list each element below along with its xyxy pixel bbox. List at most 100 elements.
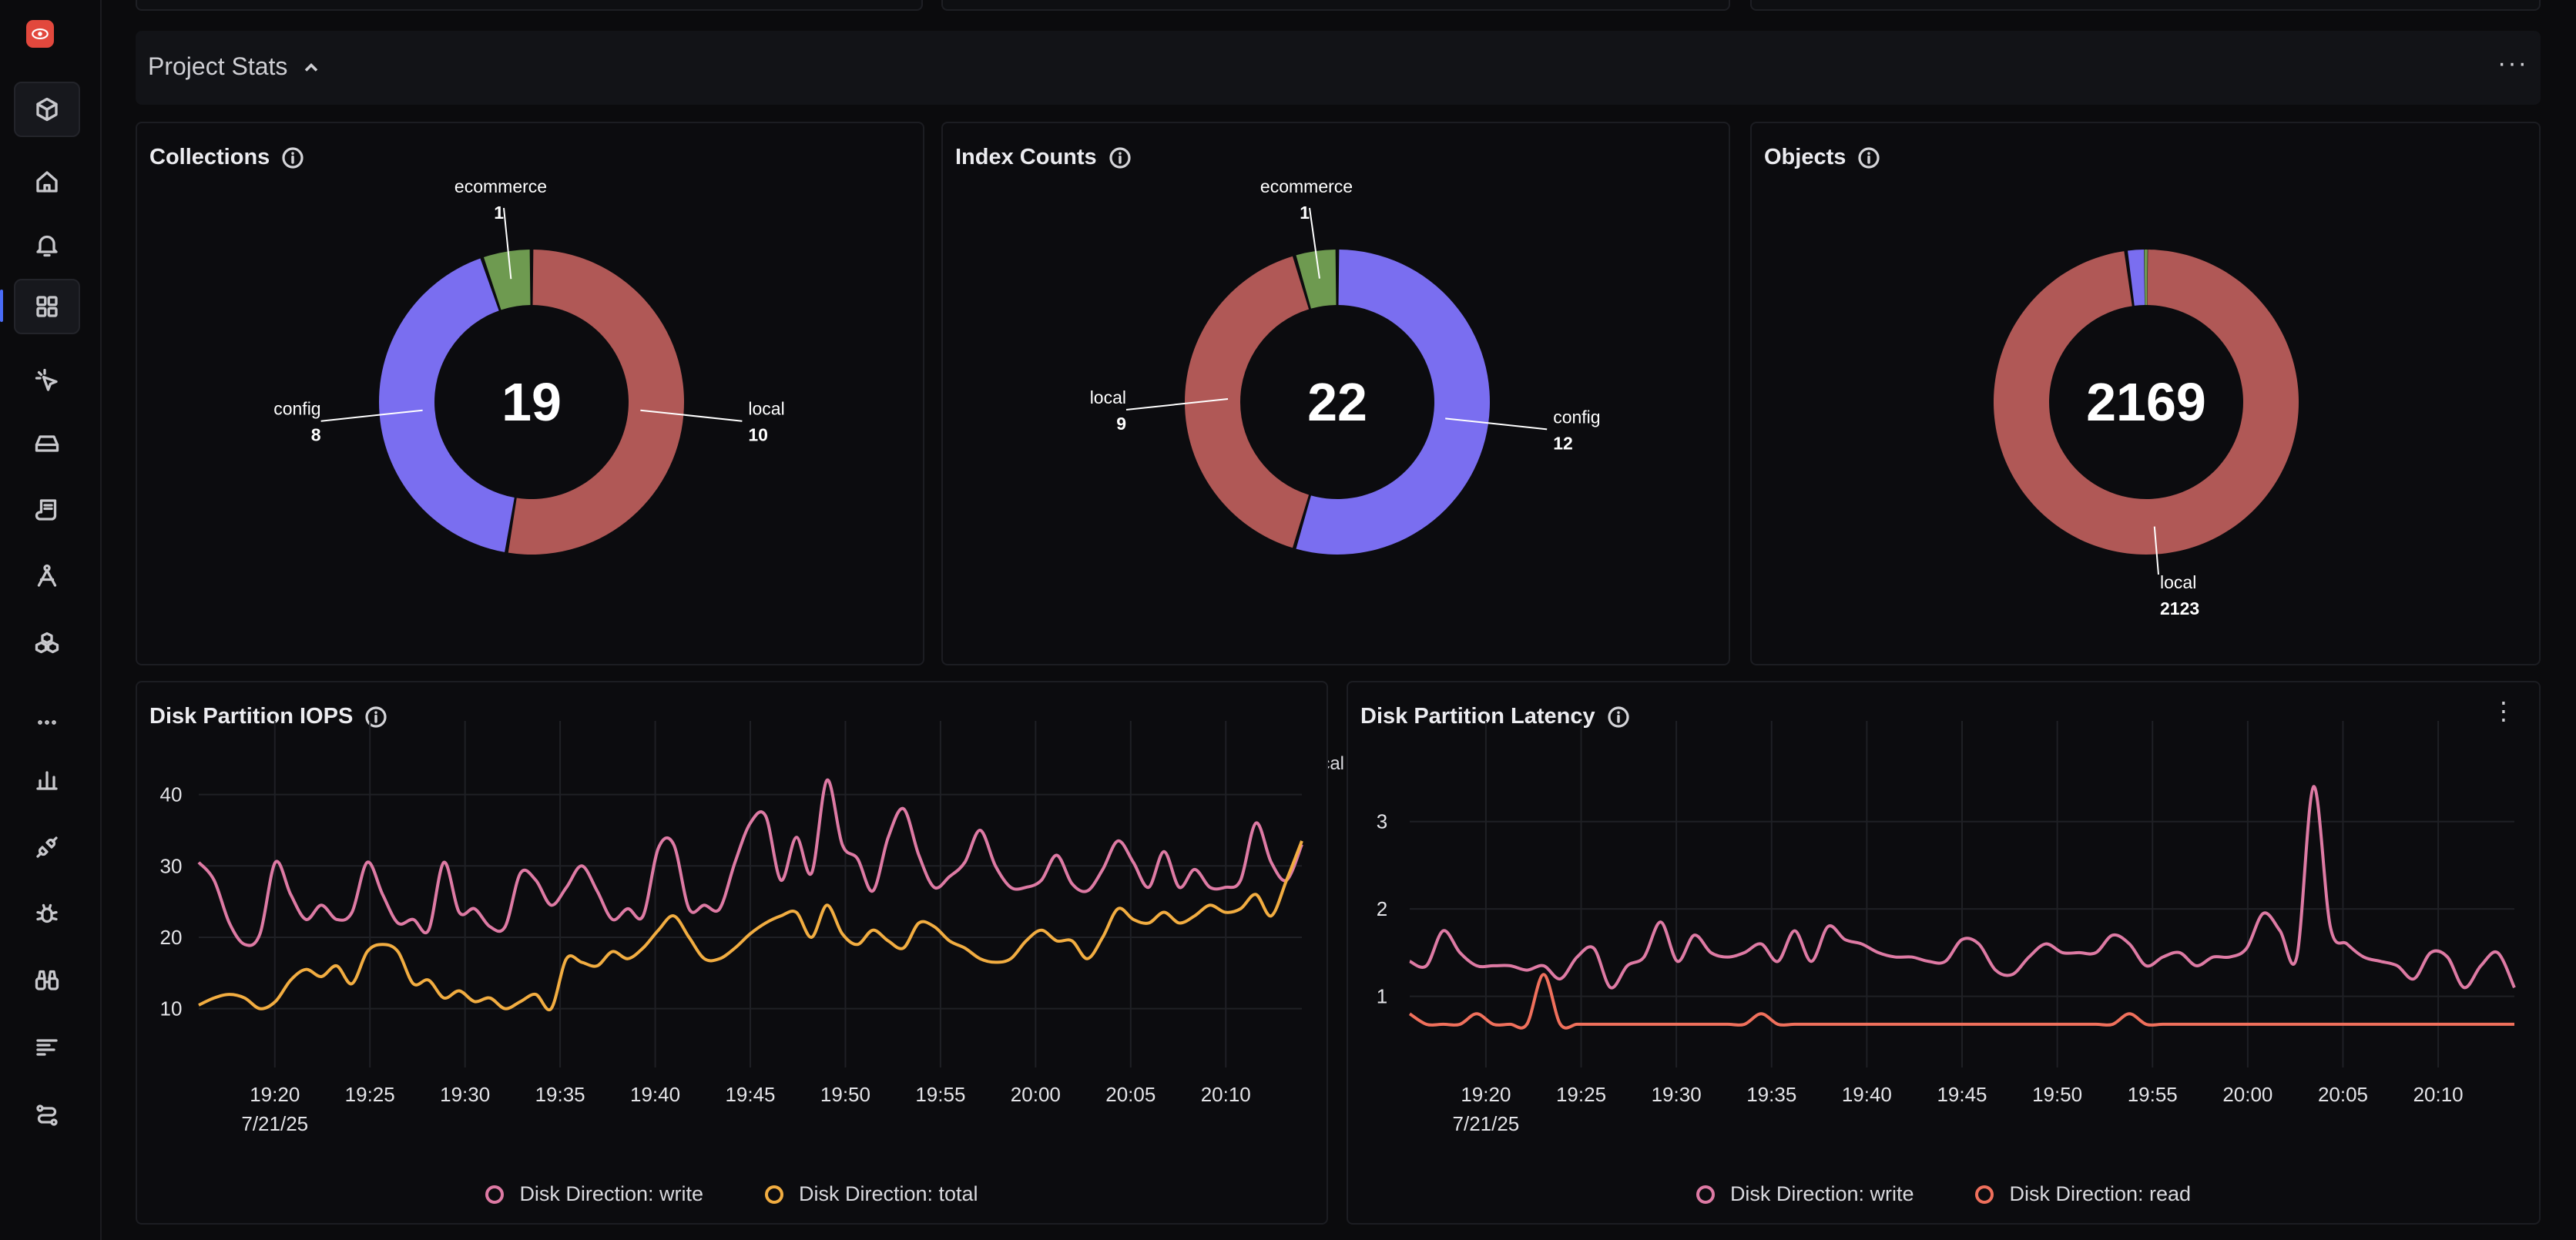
nav-tracing[interactable] <box>14 548 80 604</box>
nav-services[interactable] <box>14 616 80 672</box>
bar-chart-icon <box>36 771 58 790</box>
x-tick-label: 19:20 <box>1461 1083 1511 1106</box>
info-icon[interactable] <box>1857 146 1881 170</box>
panel-title-objects: Objects <box>1764 145 1881 170</box>
hard-drive-icon <box>35 435 59 452</box>
slice-value: 8 <box>311 425 321 445</box>
series-line[interactable] <box>198 840 1303 1012</box>
donut-slice-local[interactable] <box>1185 256 1310 548</box>
x-tick-label: 19:25 <box>345 1083 395 1106</box>
donut-slice-config[interactable] <box>2128 250 2145 306</box>
x-date-label: 7/21/25 <box>1453 1112 1520 1135</box>
y-tick-label: 20 <box>160 926 183 949</box>
sidebar <box>0 0 102 1240</box>
x-tick-label: 19:20 <box>250 1083 300 1106</box>
donut-slice-config[interactable] <box>1296 250 1490 555</box>
nav-home[interactable] <box>14 154 80 209</box>
binoculars-icon <box>35 970 59 990</box>
active-indicator <box>0 290 3 322</box>
donut-slice-local[interactable] <box>508 250 685 555</box>
nav-storage[interactable] <box>14 416 80 471</box>
slice-leader-line <box>503 207 512 280</box>
chevron-up-icon[interactable] <box>300 57 322 79</box>
x-tick-label: 19:25 <box>1556 1083 1606 1106</box>
nav-logs[interactable] <box>14 482 80 538</box>
slice-label: config <box>273 399 320 419</box>
panel-menu-button[interactable]: ⋮ <box>2491 697 2516 725</box>
donut-center-total: 19 <box>501 372 562 432</box>
iops-line-chart: 10 20 30 40 19:20 19:25 19:30 19:35 19:40 19:45 19… <box>160 721 1303 1135</box>
slice-value: 9 <box>1116 414 1126 434</box>
x-tick-label: 20:00 <box>2222 1083 2272 1106</box>
nav-list[interactable] <box>14 1020 80 1075</box>
info-icon[interactable] <box>364 705 388 729</box>
info-icon[interactable] <box>1108 146 1132 170</box>
x-tick-label: 19:30 <box>1652 1083 1702 1106</box>
panel-title-latency: Disk Partition Latency <box>1360 704 1631 729</box>
bug-icon <box>36 903 58 923</box>
slice-leader-line <box>1125 398 1229 411</box>
x-tick-label: 19:55 <box>915 1083 965 1106</box>
legend-item-series[interactable]: Disk Direction: write <box>1696 1182 1914 1206</box>
x-tick-label: 19:55 <box>2128 1083 2178 1106</box>
panel-above-middle <box>941 0 1730 11</box>
scroll-icon <box>35 499 57 521</box>
donut-slice-ecommerce[interactable] <box>483 250 531 310</box>
slice-label: config <box>1553 407 1600 427</box>
project-stats-section-header[interactable]: Project Stats ··· <box>136 31 2541 105</box>
panel-title-text: Disk Partition IOPS <box>149 704 354 729</box>
panel-title-text: Objects <box>1764 145 1846 169</box>
nav-project[interactable] <box>14 82 80 137</box>
series-line[interactable] <box>1409 785 2516 990</box>
y-tick-label: 30 <box>160 854 183 877</box>
x-tick-label: 19:40 <box>630 1083 680 1106</box>
slice-leader-line <box>1445 417 1548 431</box>
legend-label: Disk Direction: total <box>798 1182 978 1205</box>
panel-title-collections: Collections <box>149 145 305 170</box>
panel-title-text: Collections <box>149 145 270 169</box>
legend-marker <box>1975 1185 1994 1204</box>
x-tick-label: 19:50 <box>2032 1083 2082 1106</box>
donut-slice-ecommerce[interactable] <box>2144 250 2148 306</box>
compass-icon <box>37 564 57 587</box>
info-icon[interactable] <box>280 146 305 170</box>
slice-label: ecommerce <box>1260 176 1353 196</box>
nav-metrics[interactable] <box>14 752 80 807</box>
donut-slice-ecommerce[interactable] <box>1296 250 1337 309</box>
align-left-icon <box>36 1039 58 1056</box>
nav-workflows[interactable] <box>14 1088 80 1143</box>
slice-leader-line <box>2153 526 2159 575</box>
x-tick-label: 20:00 <box>1011 1083 1061 1106</box>
x-tick-label: 19:50 <box>820 1083 870 1106</box>
nav-debug[interactable] <box>14 886 80 941</box>
nav-explore[interactable] <box>14 353 80 408</box>
nav-more[interactable] <box>14 695 80 750</box>
series-line[interactable] <box>1408 973 2515 1030</box>
nav-integrations[interactable] <box>14 819 80 875</box>
panel-title-text: Index Counts <box>955 145 1097 169</box>
nav-dashboards[interactable] <box>14 279 80 334</box>
donut-slice-local[interactable] <box>1994 250 2299 555</box>
donut-slice-config[interactable] <box>379 258 515 552</box>
info-icon[interactable] <box>1606 705 1631 729</box>
legend-item-series[interactable]: Disk Direction: read <box>1975 1182 2191 1206</box>
series-line[interactable] <box>197 779 1303 947</box>
x-tick-label: 19:45 <box>725 1083 775 1106</box>
legend-item-series[interactable]: Disk Direction: total <box>764 1182 978 1206</box>
panel-title-iops: Disk Partition IOPS <box>149 704 388 729</box>
donut-center-total: 22 <box>1307 372 1367 432</box>
home-icon <box>36 171 58 193</box>
cubes-icon <box>35 632 59 654</box>
slice-value: 2123 <box>2160 598 2199 618</box>
y-tick-label: 3 <box>1377 810 1387 833</box>
legend-marker <box>485 1185 505 1204</box>
slice-label: local <box>1090 387 1126 407</box>
nav-alerts[interactable] <box>14 217 80 273</box>
nav-observe[interactable] <box>14 952 80 1007</box>
box-gear-icon <box>36 97 58 122</box>
section-menu-button[interactable]: ··· <box>2497 49 2528 78</box>
legend-item-series[interactable]: Disk Direction: write <box>485 1182 703 1206</box>
app-logo[interactable] <box>26 20 54 48</box>
latency-line-chart: 1 2 3 19:20 19:25 19:30 19:35 19:40 19:45 19:50 19… <box>1377 721 2516 1135</box>
x-tick-label: 20:05 <box>1105 1083 1156 1106</box>
